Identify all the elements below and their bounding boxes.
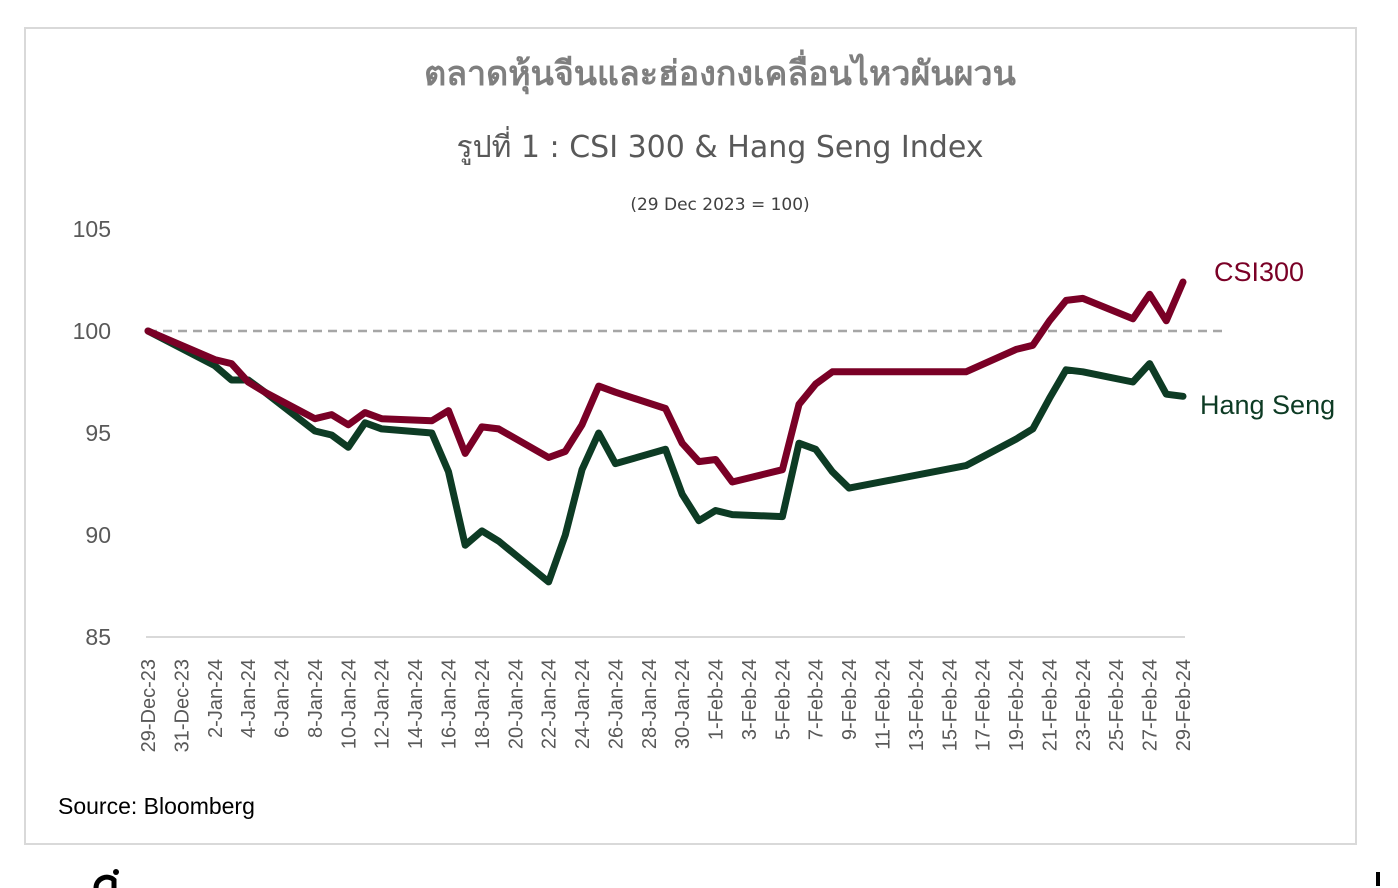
- x-tick-label: 29-Feb-24: [1173, 659, 1195, 751]
- x-tick-label: 27-Feb-24: [1140, 659, 1162, 751]
- x-tick-label: 8-Jan-24: [305, 659, 327, 738]
- x-tick-label: 25-Feb-24: [1106, 659, 1128, 751]
- y-tick-label: 95: [85, 420, 111, 446]
- x-tick-label: 14-Jan-24: [405, 659, 427, 749]
- x-tick-label: 1-Feb-24: [706, 659, 728, 740]
- x-tick-label: 10-Jan-24: [338, 659, 360, 749]
- x-tick-label: 22-Jan-24: [539, 659, 561, 749]
- line-chart: ตลาดหุ้นจีนและฮ่องกงเคลื่อนไหวผันผวน รูป…: [58, 49, 1335, 819]
- x-tick-label: 16-Jan-24: [439, 659, 461, 749]
- x-tick-label: 17-Feb-24: [973, 659, 995, 751]
- chart-title: ตลาดหุ้นจีนและฮ่องกงเคลื่อนไหวผันผวน: [424, 49, 1016, 95]
- x-tick-label: 30-Jan-24: [672, 659, 694, 749]
- cut-off-text-mark: [1376, 872, 1380, 886]
- x-tick-label: 13-Feb-24: [906, 659, 928, 751]
- x-tick-label: 6-Jan-24: [272, 659, 294, 738]
- x-tick-label: 21-Feb-24: [1040, 659, 1062, 751]
- y-tick-label: 90: [85, 522, 111, 548]
- x-tick-label: 29-Dec-23: [138, 659, 160, 752]
- x-tick-label: 15-Feb-24: [939, 659, 961, 751]
- series-layer: [144, 278, 1187, 586]
- cut-off-text-glyph: [93, 869, 119, 888]
- x-tick-label: 11-Feb-24: [873, 659, 895, 750]
- chart-frame: ตลาดหุ้นจีนและฮ่องกงเคลื่อนไหวผันผวน รูป…: [24, 27, 1357, 845]
- series-line-csi300: [144, 278, 1187, 486]
- x-tick-label: 28-Jan-24: [639, 659, 661, 749]
- y-tick-label: 100: [73, 318, 111, 344]
- x-tick-label: 3-Feb-24: [739, 659, 761, 740]
- x-tick-label: 7-Feb-24: [806, 659, 828, 740]
- x-tick-label: 18-Jan-24: [472, 659, 494, 749]
- x-tick-label: 2-Jan-24: [205, 659, 227, 738]
- x-tick-label: 4-Jan-24: [238, 659, 260, 738]
- x-tick-label: 23-Feb-24: [1073, 659, 1095, 751]
- x-tick-label: 20-Jan-24: [505, 659, 527, 749]
- series-label-csi300: CSI300: [1214, 257, 1304, 287]
- x-tick-label: 19-Feb-24: [1006, 659, 1028, 751]
- x-tick-label: 26-Jan-24: [605, 659, 627, 749]
- y-tick-label: 85: [85, 624, 111, 650]
- y-tick-label: 105: [73, 216, 111, 242]
- chart-subtitle: รูปที่ 1 : CSI 300 & Hang Seng Index: [456, 126, 983, 165]
- source-note: Source: Bloomberg: [58, 793, 255, 819]
- chart-note: (29 Dec 2023 = 100): [630, 195, 809, 215]
- x-tick-label: 12-Jan-24: [372, 659, 394, 749]
- series-labels: CSI300 Hang Seng: [1200, 257, 1335, 420]
- series-label-hang-seng: Hang Seng: [1200, 390, 1335, 420]
- x-tick-label: 9-Feb-24: [839, 659, 861, 740]
- x-tick-label: 5-Feb-24: [772, 659, 794, 740]
- x-tick-label: 24-Jan-24: [572, 659, 594, 749]
- x-tick-label: 31-Dec-23: [171, 659, 193, 752]
- axis-layer: 105 100 95 90 85 29-Dec-23 31-Dec-23 2-Jan-24 4-…: [73, 216, 1224, 752]
- series-line-hang-seng: [144, 327, 1187, 586]
